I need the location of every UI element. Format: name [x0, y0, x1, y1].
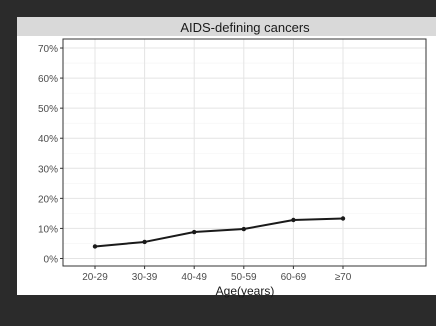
series-layer	[92, 216, 346, 249]
axes: 0% 10% 20% 30% 40% 50% 60% 70% 20-29 30-39 40-49 50…	[38, 38, 427, 283]
data-point	[192, 229, 197, 235]
y-tick-label: 40%	[38, 134, 58, 145]
chart-title: AIDS-defining cancers	[180, 20, 310, 35]
data-point	[241, 226, 246, 232]
y-tick-label: 10%	[38, 224, 58, 235]
y-tick-label: 60%	[38, 74, 58, 85]
panel-border	[62, 38, 427, 267]
x-tick-label: 20-29	[82, 272, 108, 283]
x-axis-label: Age(years)	[216, 284, 275, 298]
x-tick-label: 40-49	[181, 272, 207, 283]
data-point	[340, 216, 346, 221]
y-tick-label: 30%	[38, 164, 58, 175]
x-tick-label: 60-69	[281, 272, 307, 283]
y-tick-label: 50%	[38, 104, 58, 115]
grid-lines	[63, 39, 426, 266]
data-point	[142, 239, 147, 245]
x-tick-label: ≥70	[335, 272, 352, 283]
x-tick-label: 30-39	[132, 272, 158, 283]
y-tick-label: 0%	[44, 254, 59, 265]
series-line	[94, 217, 344, 248]
y-tick-label: 70%	[38, 44, 58, 55]
plot-card	[17, 17, 436, 295]
y-tick-label: 20%	[38, 194, 58, 205]
data-point	[291, 217, 296, 223]
title-strip	[17, 17, 436, 36]
x-tick-label: 50-59	[231, 272, 257, 283]
data-point	[92, 244, 98, 249]
